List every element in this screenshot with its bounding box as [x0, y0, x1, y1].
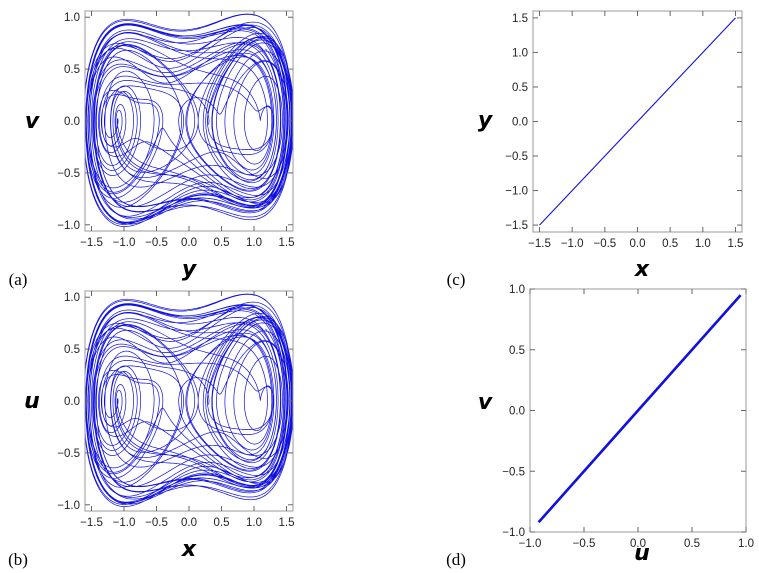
attractor-trajectory: [85, 13, 293, 227]
x-tick-label: 0.0: [181, 517, 197, 529]
x-tick-label: 0.0: [181, 237, 197, 249]
y-tick-label: −1.5: [505, 220, 528, 232]
y-tick-label: 0.0: [509, 406, 525, 418]
panel-label: (b): [8, 550, 28, 569]
x-axis-label: x: [181, 537, 197, 562]
y-tick-label: 1.0: [64, 292, 80, 304]
y-tick-label: 0.5: [64, 64, 80, 76]
y-tick-label: 0.5: [512, 82, 528, 94]
y-tick-label: −0.5: [57, 448, 80, 460]
chart-panel-0: −1.5 −1.0 −0.5 0.0 0.5 1.0 1.5−1.0−0.50.00.51.…: [9, 10, 295, 289]
y-tick-label: −0.5: [57, 168, 80, 180]
x-tick-label: −1.0: [561, 238, 584, 250]
x-tick-label: −0.5: [145, 517, 168, 529]
y-tick-label: 0.5: [509, 345, 525, 357]
y-tick-label: −1.0: [57, 220, 80, 232]
panel-label: (d): [446, 550, 466, 569]
x-tick-label: 1.0: [695, 238, 711, 250]
y-axis-label: y: [478, 108, 494, 133]
x-axis-label: y: [182, 257, 198, 282]
x-tick-label: 1.5: [279, 237, 295, 249]
panel-label: (c): [447, 270, 466, 289]
y-tick-label: −0.5: [502, 466, 525, 478]
panel-label: (a): [9, 270, 28, 289]
chart-panel-1: −1.5 −1.0 −0.5 0.0 0.5 1.0 1.5−1.0−0.50.00.51.…: [8, 290, 295, 569]
y-axis-label: u: [24, 389, 40, 414]
y-tick-label: 1.0: [512, 47, 528, 59]
x-tick-label: 1.5: [279, 517, 295, 529]
y-tick-label: −1.0: [57, 500, 80, 512]
x-tick-label: 0.5: [214, 237, 230, 249]
x-tick-label: 1.5: [727, 238, 743, 250]
y-tick-label: 0.0: [512, 117, 528, 129]
x-tick-label: 0.5: [684, 538, 700, 550]
y-tick-label: 1.0: [509, 284, 525, 296]
x-tick-label: 1.0: [246, 237, 262, 249]
x-tick-label: −1.0: [113, 517, 136, 529]
y-tick-label: 0.0: [64, 116, 80, 128]
x-tick-label: 0.0: [630, 538, 646, 550]
x-tick-label: 0.5: [214, 517, 230, 529]
chart-panel-3: −1.0 −0.5 0.0 0.5 1.0 −1.0 −0.5 0.0 0.5 1.0 u v (d): [446, 284, 754, 569]
x-tick-label: −1.0: [113, 237, 136, 249]
series-line: [537, 294, 742, 524]
y-tick-label: −0.5: [505, 151, 528, 163]
x-tick-label: −1.5: [80, 517, 103, 529]
y-tick-label: −1.0: [502, 527, 525, 539]
x-tick-label: 1.0: [246, 517, 262, 529]
x-tick-label: −1.0: [519, 538, 542, 550]
attractor-trajectory: [85, 293, 293, 507]
chart-panel-2: −1.5 −1.0 −0.5 0.0 0.5 1.0 1.5 −1.5 −1.0 −0.5 0.0 0…: [447, 10, 743, 289]
x-tick-label: −0.5: [145, 237, 168, 249]
y-axis-label: v: [478, 390, 493, 415]
y-tick-label: 1.5: [512, 13, 528, 25]
y-tick-label: −1.0: [505, 186, 528, 198]
y-axis-label: v: [25, 109, 40, 134]
x-axis-label: x: [634, 257, 650, 282]
x-tick-label: −0.5: [593, 238, 616, 250]
y-tick-label: 0.5: [64, 344, 80, 356]
x-tick-label: 0.5: [662, 238, 678, 250]
x-tick-label: −1.5: [528, 238, 551, 250]
x-axis-label: u: [634, 541, 650, 566]
y-tick-label: 0.0: [64, 396, 80, 408]
series-line: [539, 17, 736, 226]
y-tick-label: 1.0: [64, 12, 80, 24]
x-tick-label: −1.5: [80, 237, 103, 249]
x-tick-label: 0.0: [630, 238, 646, 250]
x-tick-label: −0.5: [573, 538, 596, 550]
x-tick-label: 1.0: [738, 538, 754, 550]
